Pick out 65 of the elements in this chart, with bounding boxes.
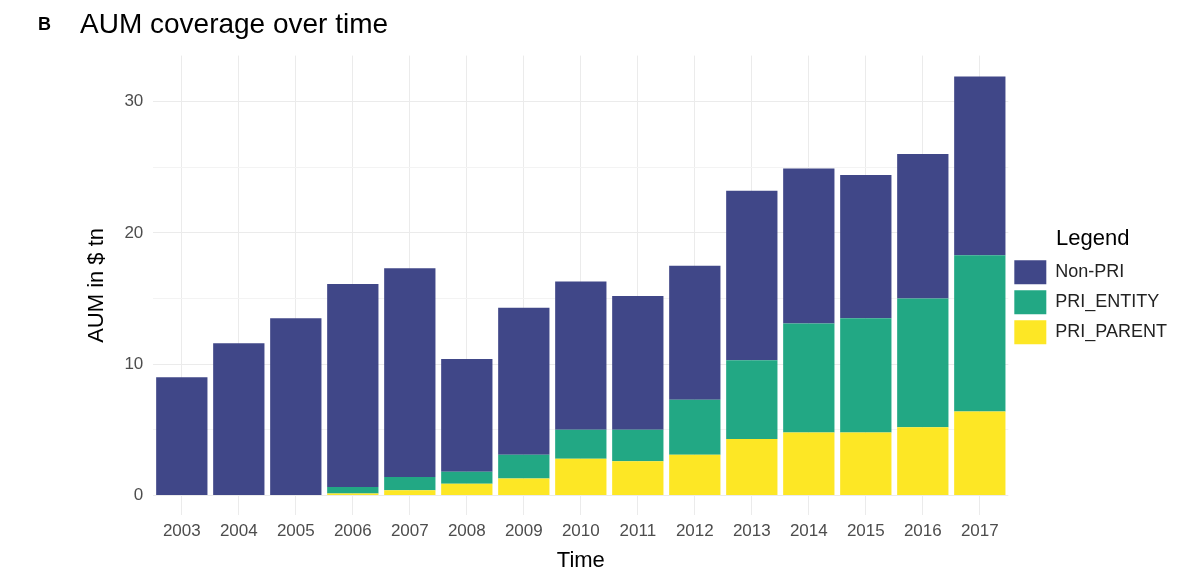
x-tick-label: 2016: [903, 521, 942, 541]
bar: [441, 471, 493, 484]
bar: [726, 360, 778, 440]
bar: [726, 439, 778, 495]
x-tick-label: 2014: [789, 521, 828, 541]
bar: [840, 318, 892, 433]
bar: [555, 281, 607, 430]
bar: [441, 358, 493, 472]
y-tick-label: 10: [124, 353, 144, 373]
bar: [897, 298, 949, 428]
chart-title: AUM coverage over time: [80, 7, 389, 39]
bar: [897, 427, 949, 495]
bar: [555, 458, 607, 495]
legend-title: Legend: [1055, 224, 1130, 250]
bar: [498, 454, 550, 479]
bar: [954, 411, 1006, 495]
bar: [441, 483, 493, 495]
bar: [612, 429, 664, 462]
bar: [840, 175, 892, 319]
x-tick-label: 2017: [960, 521, 999, 541]
bar: [783, 323, 835, 433]
bar: [327, 486, 379, 494]
bar: [612, 461, 664, 495]
bar: [384, 477, 436, 491]
x-tick-label: 2015: [846, 521, 885, 541]
bar: [954, 255, 1006, 412]
bar: [498, 478, 550, 495]
x-tick-label: 2012: [675, 521, 714, 541]
bar: [384, 490, 436, 495]
bar: [783, 432, 835, 495]
bar: [840, 432, 892, 495]
x-tick-label: 2009: [504, 521, 543, 541]
bar: [498, 307, 550, 455]
bar: [384, 268, 436, 478]
text: B: [38, 14, 51, 35]
bar: [612, 295, 664, 430]
bar: [213, 343, 265, 495]
bar: [897, 154, 949, 299]
bar: [327, 284, 379, 487]
legend-label: Non-PRI: [1055, 261, 1125, 282]
y-tick-label: 0: [133, 485, 144, 505]
legend-label: PRI_ENTITY: [1055, 291, 1160, 313]
bar: [954, 76, 1006, 256]
y-tick-label: 20: [124, 222, 144, 242]
bar: [156, 377, 208, 495]
bar: [555, 429, 607, 459]
x-tick-label: 2005: [276, 521, 315, 541]
x-tick-label: 2004: [219, 521, 258, 541]
x-axis-title: Time: [556, 546, 605, 572]
bar: [669, 454, 721, 495]
bar: [726, 190, 778, 361]
y-axis-title: AUM in $ tn: [83, 227, 109, 343]
bar: [270, 318, 322, 495]
x-tick-label: 2003: [162, 521, 201, 541]
bar: [669, 399, 721, 455]
y-tick-label: 30: [124, 91, 144, 111]
legend-label: PRI_PARENT: [1055, 321, 1168, 343]
bar: [783, 168, 835, 324]
bar: [669, 265, 721, 400]
x-tick-label: 2006: [333, 521, 372, 541]
x-tick-label: 2013: [732, 521, 771, 541]
x-tick-label: 2007: [390, 521, 429, 541]
x-tick-label: 2011: [619, 521, 657, 541]
x-tick-label: 2008: [447, 521, 486, 541]
x-tick-label: 2010: [561, 521, 600, 541]
